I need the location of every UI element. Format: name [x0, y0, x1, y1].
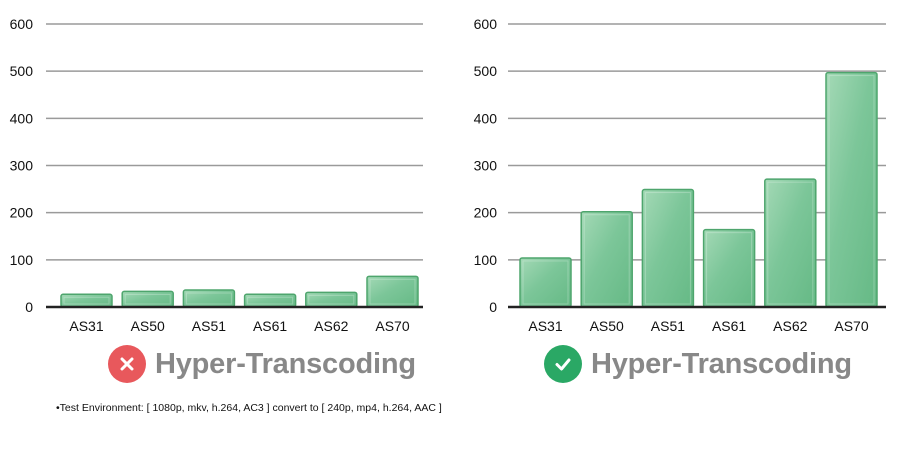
bar-as31: [60, 293, 113, 308]
bar-as70: [366, 275, 419, 308]
y-tick-label: 300: [10, 158, 34, 174]
bar-as50: [580, 210, 633, 308]
bar-highlight: [247, 296, 294, 305]
bar-highlight: [706, 232, 753, 305]
x-tick-label: AS51: [192, 318, 226, 334]
y-tick-label: 400: [474, 110, 498, 126]
chart-right: 0 100 200 300 400 500 600 AS31 AS50 AS51 AS61 AS62 A…: [474, 16, 886, 334]
x-tick-label: AS62: [773, 318, 807, 334]
y-tick-label: 400: [10, 110, 34, 126]
x-tick-label: AS62: [314, 318, 348, 334]
x-tick-label: AS31: [528, 318, 562, 334]
y-tick-label: 100: [474, 252, 498, 268]
x-tick-label: AS70: [834, 318, 868, 334]
x-icon: [108, 345, 146, 383]
bar-as62: [305, 291, 358, 308]
bar-highlight: [828, 75, 875, 305]
bar-as31: [519, 257, 572, 308]
caption-with-hyper-transcoding: Hyper-Transcoding: [544, 345, 852, 383]
y-tick-label: 600: [10, 16, 34, 32]
y-tick-label: 600: [474, 16, 498, 32]
x-tick-label: AS70: [375, 318, 409, 334]
bar-as70: [825, 71, 878, 308]
x-tick-label: AS61: [253, 318, 287, 334]
bar-as51: [641, 188, 695, 308]
bar-highlight: [369, 278, 416, 305]
y-tick-label: 0: [489, 299, 497, 315]
bar-as50: [121, 290, 174, 308]
y-tick-label: 300: [474, 158, 498, 174]
caption-without-hyper-transcoding: Hyper-Transcoding: [108, 345, 416, 383]
y-tick-label: 200: [474, 205, 498, 221]
bar-highlight: [185, 292, 232, 305]
x-tick-label: AS50: [131, 318, 165, 334]
x-tick-label: AS50: [590, 318, 624, 334]
chart-left: 0 100 200 300 400 500 600 AS31 AS50 AS51 AS61 AS62 A…: [10, 16, 423, 334]
y-tick-label: 500: [474, 63, 498, 79]
bar-as61: [702, 228, 756, 308]
bar-as62: [764, 178, 817, 308]
y-tick-label: 100: [10, 252, 34, 268]
x-tick-label: AS31: [69, 318, 103, 334]
caption-right-text: Hyper-Transcoding: [591, 347, 852, 380]
bar-highlight: [767, 181, 814, 305]
bar-highlight: [63, 296, 110, 305]
bar-highlight: [522, 260, 569, 305]
caption-left-text: Hyper-Transcoding: [155, 347, 416, 380]
test-environment-note: •Test Environment: [ 1080p, mkv, h.264, …: [56, 402, 442, 414]
check-icon: [544, 345, 582, 383]
bar-highlight: [644, 192, 691, 305]
bar-highlight: [583, 214, 630, 305]
bar-highlight: [308, 294, 355, 305]
y-tick-label: 0: [25, 299, 33, 315]
y-tick-label: 200: [10, 205, 34, 221]
y-tick-label: 500: [10, 63, 34, 79]
x-tick-label: AS61: [712, 318, 746, 334]
bar-highlight: [124, 293, 171, 305]
x-tick-label: AS51: [651, 318, 685, 334]
bar-as61: [243, 293, 297, 308]
